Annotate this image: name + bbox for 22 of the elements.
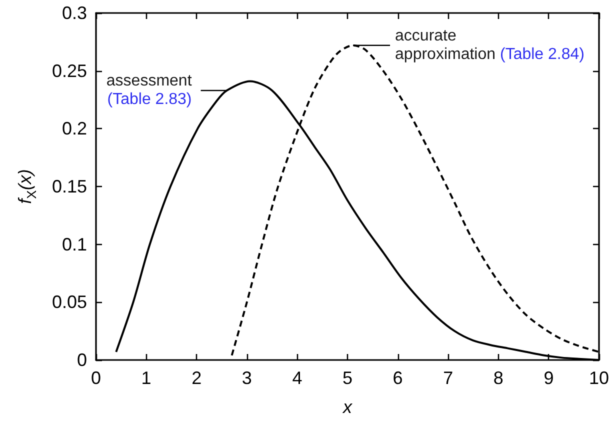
y-tick-label: 0.1 xyxy=(62,234,87,254)
annotation: assessment (Table 2.83) xyxy=(106,72,192,108)
x-tick-label: 5 xyxy=(342,368,353,388)
x-tick-label: 3 xyxy=(242,368,252,388)
y-tick-label: 0.15 xyxy=(52,176,87,196)
annotation: accurate approximation (Table 2.84) xyxy=(395,28,584,64)
y-tick-label: 0.05 xyxy=(52,292,87,312)
y-tick-label: 0.3 xyxy=(62,3,87,23)
x-tick-label: 1 xyxy=(141,368,152,388)
y-tick-label: 0 xyxy=(76,350,87,370)
x-tick-label: 9 xyxy=(544,368,554,388)
x-tick-label: 7 xyxy=(443,368,454,388)
y-tick-label: 0.2 xyxy=(62,118,87,139)
x-tick-label: 8 xyxy=(493,368,504,388)
y-tick-label: 0.25 xyxy=(52,60,87,81)
x-tick-label: 0 xyxy=(90,368,102,388)
y-axis-title: fX(x) xyxy=(15,169,39,204)
x-axis-title: x xyxy=(342,397,353,417)
x-tick-label: 4 xyxy=(292,368,302,388)
x-tick-label: 6 xyxy=(392,368,403,388)
x-tick-label: 2 xyxy=(192,368,202,388)
x-tick-label: 10 xyxy=(588,368,610,388)
